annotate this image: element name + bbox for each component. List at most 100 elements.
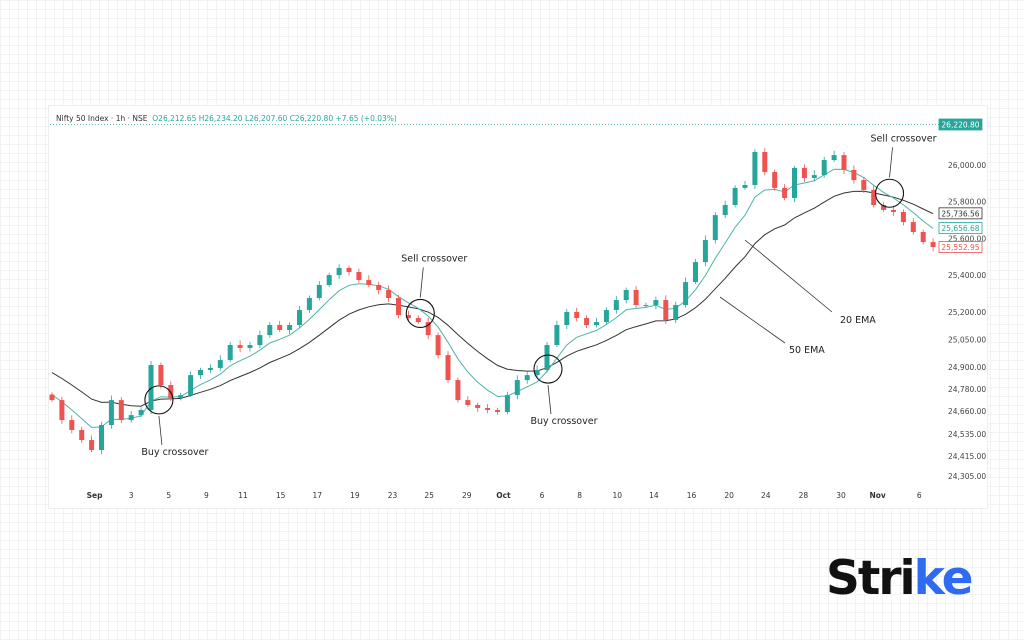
- chart-frame: [48, 105, 988, 509]
- candle-body: [89, 440, 95, 450]
- candle-body: [277, 325, 283, 330]
- ema-20-line: [51, 168, 934, 429]
- price-label-box: [938, 241, 983, 253]
- annotation-label: Buy crossover: [530, 416, 597, 427]
- candle-body: [326, 275, 332, 286]
- candle-body: [653, 300, 659, 306]
- y-tick-label: 24,780.00: [948, 385, 986, 394]
- y-tick-label: 24,535.00: [948, 430, 986, 439]
- x-tick-label: Sep: [87, 491, 103, 500]
- candle-body: [237, 345, 243, 348]
- candle-body: [782, 187, 788, 199]
- close-value: C26,220.80: [289, 114, 334, 123]
- candle-body: [930, 242, 936, 248]
- symbol-title: Nifty 50 Index · 1h · NSE: [56, 114, 148, 123]
- y-tick-label: 24,415.00: [948, 452, 986, 461]
- candle-body: [643, 305, 649, 307]
- candle-body: [297, 309, 302, 326]
- candle-body: [69, 420, 75, 430]
- candle-body: [524, 375, 530, 381]
- x-tick-label: 6: [540, 491, 545, 500]
- candle-body: [99, 425, 104, 450]
- candle-body: [821, 160, 827, 176]
- x-tick-label: 11: [238, 491, 248, 500]
- candle-body: [118, 400, 124, 421]
- x-tick-label: 10: [613, 491, 623, 500]
- x-tick-label: 19: [350, 491, 360, 500]
- candle-body: [306, 298, 312, 310]
- y-tick-label: 24,900.00: [948, 363, 986, 372]
- x-tick-label: Oct: [496, 491, 511, 500]
- candle-body: [881, 205, 887, 210]
- annotation-label: Sell crossover: [871, 133, 937, 144]
- x-tick-label: 30: [836, 491, 846, 500]
- price-label: 26,220.80: [941, 120, 979, 129]
- y-tick-label: 24,305.00: [948, 472, 986, 481]
- annotation-label: Sell crossover: [401, 253, 467, 264]
- ohlc-legend: Nifty 50 Index · 1h · NSE O26,212.65 H26…: [56, 114, 397, 123]
- x-tick-label: 9: [204, 491, 209, 500]
- candle-body: [841, 155, 847, 170]
- low-value: L26,207.60: [244, 114, 288, 123]
- candle-body: [722, 205, 728, 216]
- candle-body: [148, 365, 154, 410]
- x-tick-label: 25: [424, 491, 434, 500]
- candle-body: [495, 409, 500, 412]
- candle-body: [158, 365, 164, 386]
- ema-50-label: 50 EMA: [789, 345, 825, 356]
- candle-body: [316, 285, 322, 299]
- price-label-box: [938, 222, 983, 234]
- x-tick-label: Nov: [869, 491, 885, 500]
- crossover-circle: [144, 385, 174, 415]
- candle-body: [762, 151, 768, 172]
- candle-body: [772, 171, 778, 188]
- price-label-box: [938, 118, 983, 131]
- candle-body: [475, 405, 481, 408]
- candle-body: [386, 289, 392, 299]
- crossover-circle: [533, 354, 563, 384]
- candle-body: [871, 189, 877, 206]
- annotation-arrow: [419, 267, 424, 298]
- x-tick-label: 28: [799, 491, 809, 500]
- candle-body: [178, 395, 184, 399]
- candle-body: [138, 409, 144, 416]
- price-label-box: [938, 207, 983, 220]
- candle-body: [415, 318, 421, 323]
- candle-body: [534, 369, 540, 376]
- candle-body: [910, 222, 916, 232]
- candle-body: [247, 345, 253, 348]
- candle-body: [574, 311, 580, 319]
- x-tick-label: 8: [577, 491, 582, 500]
- y-tick-label: 26,000.00: [948, 161, 986, 170]
- y-tick-label: 25,400.00: [948, 271, 986, 280]
- candle-body: [792, 167, 797, 199]
- candle-body: [217, 360, 223, 368]
- candle-body: [366, 280, 372, 286]
- candle-body: [673, 305, 679, 321]
- candle-body: [356, 271, 362, 281]
- price-label: 25,552.95: [941, 243, 979, 252]
- x-tick-label: 29: [462, 491, 472, 500]
- x-tick-label: 3: [129, 491, 134, 500]
- candle-body: [396, 298, 401, 316]
- change-value: +7.65 (+0.03%): [335, 114, 397, 123]
- candle-body: [257, 335, 263, 346]
- price-label: 25,736.56: [941, 209, 979, 218]
- candle-body: [59, 400, 65, 421]
- candle-body: [514, 380, 520, 396]
- candle-body: [188, 375, 194, 396]
- candle-body: [861, 180, 867, 190]
- candle-body: [663, 300, 669, 321]
- candle-body: [920, 231, 926, 243]
- candle-body: [544, 345, 550, 370]
- candle-body: [198, 369, 203, 376]
- price-label: 25,656.68: [941, 224, 979, 233]
- candle-body: [712, 215, 718, 241]
- candle-body: [752, 151, 758, 186]
- candle-body: [564, 311, 570, 326]
- candle-body: [425, 322, 431, 336]
- annotation-arrow: [889, 147, 893, 178]
- open-value: O26,212.65: [152, 114, 197, 123]
- candle-body: [128, 415, 134, 421]
